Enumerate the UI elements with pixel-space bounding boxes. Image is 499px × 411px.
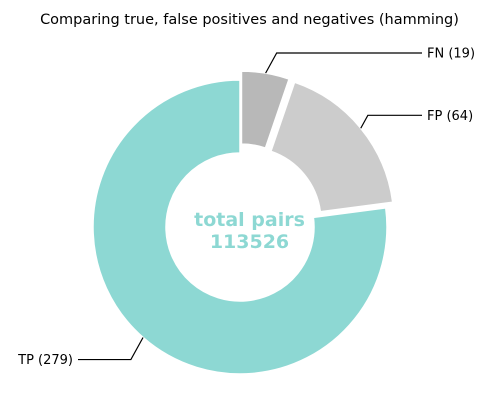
center-label-line2: 113526 [210,231,289,253]
labels-layer: FN (19) FP (64) TP (279) [17,46,475,368]
slice-label-fp: FP (64) [427,109,473,124]
leader-line-tp [78,337,144,361]
slice-label-fn: FN (19) [427,46,475,61]
leader-line-fp [360,114,422,129]
leader-line-fn [265,52,422,74]
slice-fn [240,70,291,150]
center-label-line1: total pairs [194,209,305,231]
slice-tp [92,79,388,375]
slice-label-tp: TP (279) [17,353,73,368]
chart-title: Comparing true, false positives and nega… [40,12,459,28]
slice-fp [269,81,394,213]
slices-layer [92,70,394,375]
